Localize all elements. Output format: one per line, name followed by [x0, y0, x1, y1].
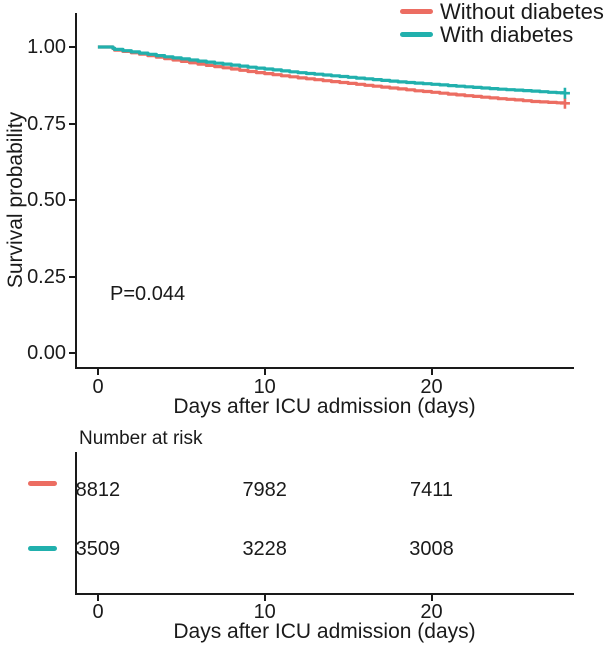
y-tick-mark [69, 122, 75, 125]
risk-count: 8812 [75, 479, 121, 501]
risk-count: 3509 [75, 538, 121, 560]
x-tick-mark [96, 369, 99, 375]
x-tick-label: 20 [420, 376, 443, 398]
risk-x-tick-label: 0 [92, 601, 104, 623]
risk-count: 3008 [409, 538, 454, 560]
risk-x-tick-label: 20 [420, 601, 443, 623]
legend-swatch-without-diabetes [400, 9, 433, 14]
x-axis-line [75, 367, 574, 369]
risk-x-tick-mark [430, 595, 433, 601]
risk-table-title: Number at risk [79, 428, 203, 449]
x-axis-title: Days after ICU admission (days) [173, 395, 476, 418]
risk-row-swatch-without-diabetes [28, 481, 57, 486]
risk-x-tick-mark [96, 595, 99, 601]
legend-swatch-with-diabetes [400, 32, 433, 37]
risk-x-axis-title: Days after ICU admission (days) [173, 620, 476, 643]
y-tick-label: 0.25 [27, 265, 66, 288]
x-tick-mark [430, 369, 433, 375]
censor-plus-mark [559, 97, 570, 109]
x-tick-label: 10 [253, 376, 276, 398]
p-value-annotation: P=0.044 [110, 283, 186, 305]
y-tick-mark [69, 352, 75, 354]
risk-count: 3228 [242, 538, 287, 560]
risk-x-tick-mark [263, 595, 266, 601]
x-tick-label: 0 [92, 376, 104, 398]
censor-plus-mark [559, 87, 570, 99]
survival-curve [97, 45, 567, 95]
risk-y-axis-line [75, 452, 77, 595]
x-tick-mark [263, 369, 266, 375]
risk-row-swatch-with-diabetes [28, 546, 57, 551]
y-tick-mark [69, 199, 75, 201]
risk-x-axis-line [75, 593, 574, 595]
y-tick-label: 0.75 [27, 112, 66, 135]
risk-x-tick-label: 10 [253, 601, 276, 623]
risk-count: 7411 [409, 479, 453, 501]
y-tick-label: 0.50 [27, 189, 66, 211]
y-axis-line [75, 13, 77, 369]
y-tick-mark [69, 46, 75, 48]
legend-label-without-diabetes: Without diabetes [440, 0, 604, 24]
legend-label-with-diabetes: With diabetes [440, 22, 574, 47]
risk-count: 7982 [242, 479, 287, 501]
y-tick-mark [69, 275, 75, 278]
y-axis-title: Survival probability [4, 111, 27, 289]
y-tick-label: 1.00 [27, 36, 66, 58]
y-tick-label: 0.00 [27, 342, 66, 364]
